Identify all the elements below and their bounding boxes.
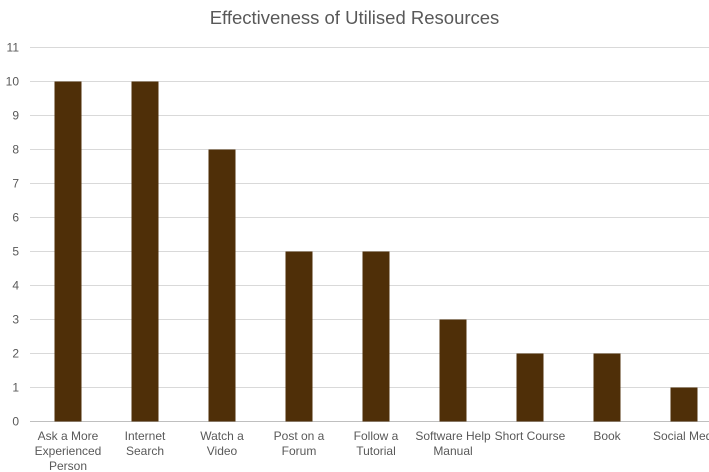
y-axis-ticks: 0 1 2 3 4 5 6 7 8 9 10 11 — [6, 41, 20, 429]
x-tick-label: Post on a Forum — [274, 429, 325, 458]
y-tick-label: 10 — [6, 75, 20, 89]
x-axis-labels: Ask a More Experienced Person Internet Searc… — [35, 429, 709, 472]
x-tick-label: Social Medi — [653, 429, 709, 443]
bar — [670, 387, 698, 422]
y-tick-label: 2 — [12, 347, 19, 361]
bar — [285, 251, 313, 422]
x-tick-label: Software Help Manual — [415, 429, 491, 458]
y-tick-label: 11 — [7, 41, 20, 55]
x-tick-label: Ask a More Experienced Person — [35, 429, 102, 472]
y-tick-label: 3 — [12, 313, 19, 327]
y-tick-label: 0 — [12, 415, 19, 429]
y-tick-label: 1 — [12, 381, 19, 395]
x-tick-label: Short Course — [495, 429, 566, 443]
y-tick-label: 4 — [12, 279, 19, 293]
y-tick-label: 9 — [12, 109, 19, 123]
bar — [54, 81, 82, 422]
bars — [54, 81, 698, 422]
x-tick-label: Follow a Tutorial — [354, 429, 399, 458]
bar — [593, 353, 621, 422]
y-tick-label: 5 — [12, 245, 19, 259]
y-tick-label: 8 — [12, 143, 19, 157]
bar — [131, 81, 159, 422]
bar — [439, 319, 467, 422]
bar — [516, 353, 544, 422]
x-tick-label: Book — [593, 429, 621, 443]
y-tick-label: 7 — [12, 177, 19, 191]
y-tick-label: 6 — [12, 211, 19, 225]
bar — [208, 149, 236, 422]
x-tick-label: Watch a Video — [200, 429, 244, 458]
bar — [362, 251, 390, 422]
chart-title: Effectiveness of Utilised Resources — [209, 7, 500, 28]
x-tick-label: Internet Search — [125, 429, 166, 458]
